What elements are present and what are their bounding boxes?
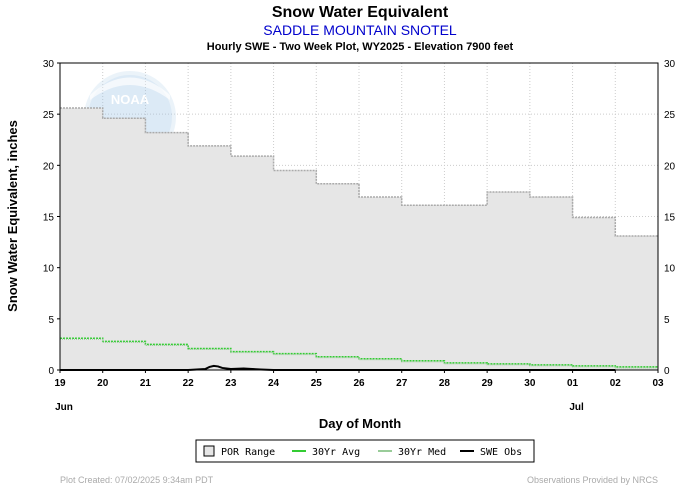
y-tick-right-25: 25 [664,110,676,121]
y-axis-title: Snow Water Equivalent, inches [5,120,20,312]
legend-por-label: POR Range [221,447,275,458]
x-tick-02: 02 [610,378,622,389]
y-tick-right-0: 0 [664,366,670,377]
avg-30yr-line [60,337,658,368]
x-tick-01: 01 [567,378,579,389]
y-tick-right-5: 5 [664,315,670,326]
x-tick-29: 29 [482,378,494,389]
legend-box [195,439,535,463]
x-tick-24: 24 [268,378,280,389]
legend: POR Range 30Yr Avg 30Yr Med SWE Obs [195,439,535,463]
x-tick-22: 22 [183,378,195,389]
legend-med-label: 30Yr Med [398,447,446,458]
y-tick-left-15: 15 [43,213,55,224]
y-tick-left-20: 20 [43,161,55,172]
chart-subtitle2: Hourly SWE - Two Week Plot, WY2025 - Ele… [207,41,514,53]
x-tick-03: 03 [652,378,664,389]
y-tick-left-25: 25 [43,110,55,121]
x-tick-26: 26 [353,378,365,389]
x-tick-25: 25 [311,378,323,389]
plot-created-text: Plot Created: 07/02/2025 9:34am PDT [60,475,214,485]
x-tick-27: 27 [396,378,408,389]
x-axis-title: Day of Month [319,416,401,431]
chart-subtitle: SADDLE MOUNTAIN SNOTEL [263,22,457,38]
axes: 0 0 5 5 10 10 15 15 20 20 25 25 30 30 19 20 21 22 23 24 25 26… [43,59,676,413]
legend-avg-label: 30Yr Avg [312,447,360,458]
x-tick-20: 20 [97,378,109,389]
y-tick-right-15: 15 [664,213,676,224]
legend-obs-label: SWE Obs [480,447,522,458]
month-label-jun: Jun [55,402,73,413]
y-tick-right-20: 20 [664,161,676,172]
med-30yr-line [60,338,658,369]
noaa-logo-text: NOAA [111,92,150,107]
x-tick-19: 19 [54,378,66,389]
x-tick-23: 23 [225,378,237,389]
por-range-line [60,107,658,237]
legend-por-swatch [203,445,215,457]
provided-by-text: Observations Provided by NRCS [527,475,658,485]
y-tick-left-0: 0 [48,366,54,377]
y-tick-left-30: 30 [43,59,55,70]
y-tick-right-10: 10 [664,264,676,275]
y-tick-left-5: 5 [48,315,54,326]
chart-title: Snow Water Equivalent [272,4,449,21]
por-range-area [60,108,658,370]
series-layer [60,107,658,371]
y-tick-right-30: 30 [664,59,676,70]
x-tick-30: 30 [524,378,536,389]
x-tick-21: 21 [140,378,152,389]
y-tick-left-10: 10 [43,264,55,275]
x-tick-28: 28 [439,378,451,389]
month-label-jul: Jul [569,402,584,413]
